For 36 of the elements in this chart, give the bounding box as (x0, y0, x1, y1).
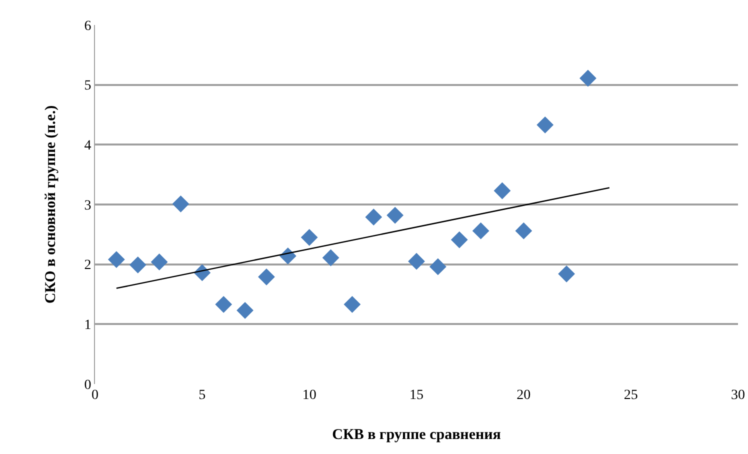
point (429, 258, 446, 276)
point (558, 265, 575, 282)
point (472, 222, 490, 240)
point (150, 253, 168, 270)
y-tick-label: 5 (84, 78, 92, 94)
y-tick-label: 3 (84, 198, 92, 214)
x-tick-label: 15 (410, 388, 424, 403)
point (215, 296, 232, 313)
point (536, 116, 554, 134)
y-axis-title: СКО в основной группе (п.е.) (43, 105, 59, 304)
point (494, 182, 511, 200)
point (580, 70, 596, 87)
point (236, 302, 254, 319)
point (408, 252, 425, 270)
x-axis-title: СКВ в группе сравнения (332, 427, 501, 443)
point (258, 268, 275, 286)
point (108, 251, 125, 268)
point (386, 206, 404, 224)
y-tick-label: 0 (84, 378, 92, 393)
point (322, 249, 340, 266)
x-tick-label: 10 (302, 388, 316, 403)
x-tick-label: 30 (731, 388, 745, 403)
point (344, 296, 361, 313)
point (129, 256, 146, 274)
x-tick-label: 5 (198, 388, 206, 403)
x-tick-label: 20 (516, 388, 531, 403)
point (172, 195, 190, 212)
x-tick-label: 25 (624, 388, 638, 403)
y-tick-label: 4 (84, 138, 92, 154)
point (515, 222, 532, 240)
y-tick-label: 1 (84, 318, 92, 334)
point (450, 231, 468, 248)
y-tick-label: 6 (84, 18, 92, 34)
point (300, 228, 318, 246)
y-tick-label: 2 (84, 258, 92, 274)
point (365, 208, 382, 226)
